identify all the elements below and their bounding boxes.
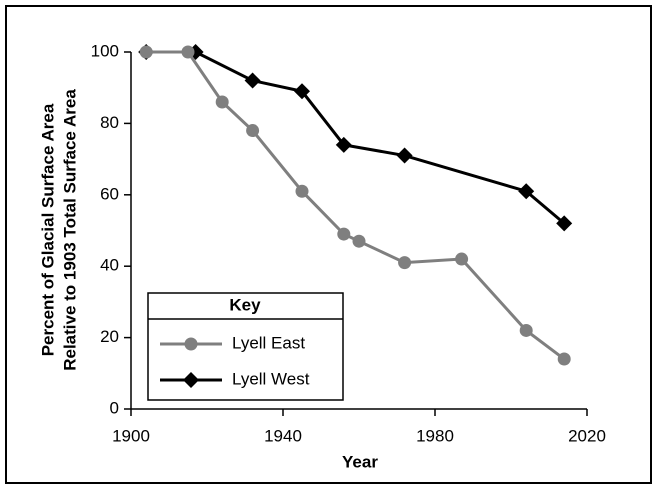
diamond-marker bbox=[396, 147, 413, 164]
y-axis-label: Percent of Glacial Surface Area Relative… bbox=[38, 89, 79, 371]
frame bbox=[5, 5, 652, 484]
series-line bbox=[146, 50, 566, 225]
y-tick-label: 20 bbox=[100, 327, 119, 346]
circle-marker bbox=[557, 352, 571, 366]
x-tick-label: 1940 bbox=[264, 426, 302, 445]
y-axis-label-line: Relative to 1903 Total Surface Area bbox=[60, 89, 79, 371]
circle-marker bbox=[398, 256, 412, 270]
diamond-marker bbox=[244, 72, 261, 89]
y-tick-label: 100 bbox=[91, 41, 119, 60]
diamond-marker bbox=[294, 83, 310, 100]
diamond-marker bbox=[518, 183, 535, 200]
y-tick-label: 80 bbox=[100, 113, 119, 132]
y-tick-label: 0 bbox=[110, 398, 119, 417]
circle-marker bbox=[519, 323, 533, 337]
x-tick-label: 1980 bbox=[416, 426, 454, 445]
legend-marker bbox=[184, 337, 198, 351]
legend-marker bbox=[183, 372, 199, 388]
x-axis-label: Year bbox=[342, 452, 378, 471]
y-tick-label: 40 bbox=[100, 256, 119, 275]
diamond-marker bbox=[335, 136, 352, 153]
diamond-marker bbox=[556, 215, 573, 232]
x-tick-label: 2020 bbox=[568, 426, 606, 445]
circle-marker bbox=[295, 184, 309, 198]
circle-marker bbox=[337, 227, 351, 241]
circle-marker bbox=[455, 252, 469, 266]
circle-marker bbox=[215, 95, 229, 109]
circle-marker bbox=[139, 45, 153, 59]
legend-title: Key bbox=[229, 295, 261, 314]
legend-label: Lyell East bbox=[232, 333, 305, 352]
circle-marker bbox=[246, 124, 260, 138]
y-tick-label: 60 bbox=[100, 184, 119, 203]
y-axis-label-line: Percent of Glacial Surface Area bbox=[38, 103, 57, 356]
circle-marker bbox=[181, 45, 195, 59]
circle-marker bbox=[352, 234, 366, 248]
legend bbox=[147, 292, 344, 401]
x-tick-label: 1900 bbox=[112, 426, 150, 445]
legend-label: Lyell West bbox=[232, 369, 310, 388]
